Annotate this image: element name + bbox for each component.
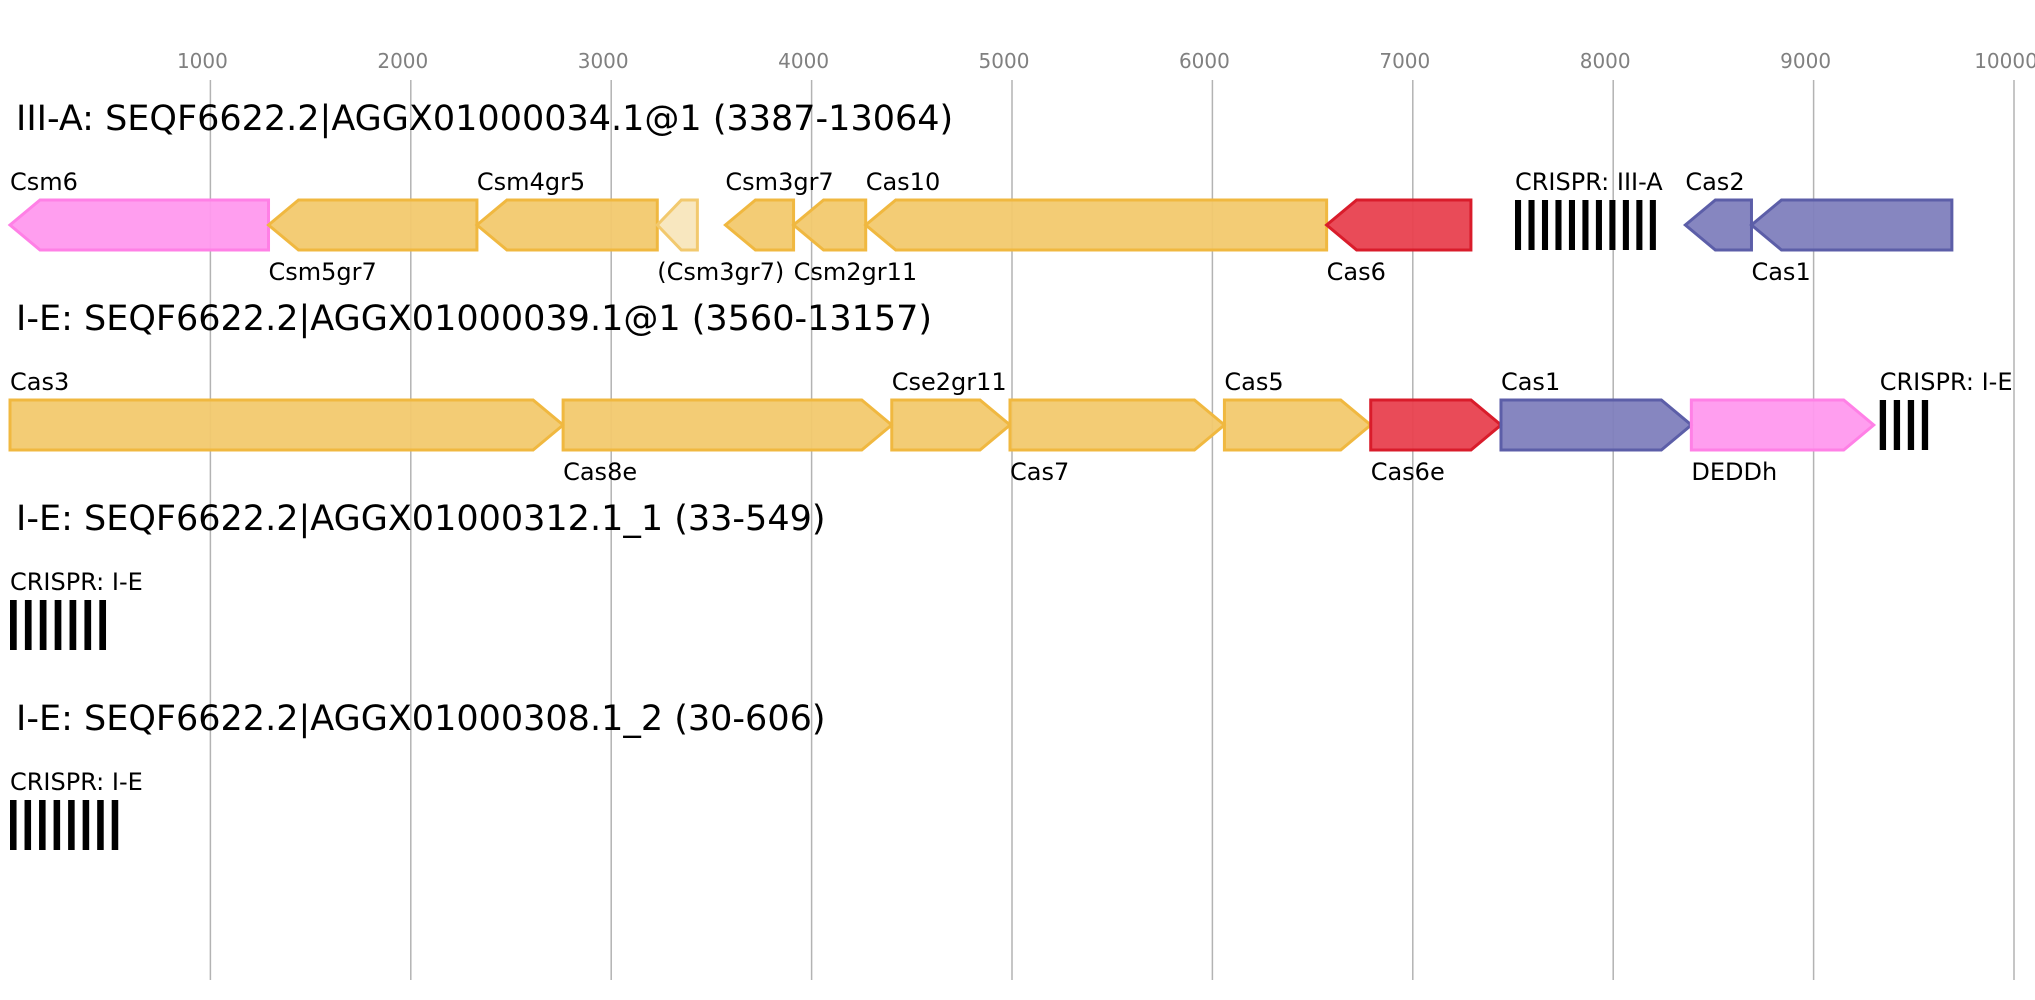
crispr-repeat-bar [24, 600, 32, 650]
gene-label-crispr-i-e: CRISPR: I-E [1880, 368, 2013, 396]
crispr-repeat-bar [39, 800, 46, 850]
gene-arrow-csm4gr5[interactable] [474, 198, 659, 252]
gene-arrow-cas1[interactable] [1499, 398, 1694, 452]
gene-label-csm2gr11: Csm2gr11 [794, 258, 918, 286]
gene-arrow-cas10[interactable] [863, 198, 1329, 252]
gene-label-cas1: Cas1 [1751, 258, 1810, 286]
tick-label-3000: 3000 [578, 49, 629, 73]
locus-track: I-E: SEQF6622.2|AGGX01000039.1@1 (3560-1… [8, 299, 2013, 486]
gene-label-csm4gr5: Csm4gr5 [477, 168, 585, 196]
gene-arrow-csm5gr7[interactable] [266, 198, 479, 252]
tick-label-6000: 6000 [1179, 49, 1230, 73]
tick-label-4000: 4000 [778, 49, 829, 73]
crispr-repeat-bar [1921, 400, 1929, 450]
gene-label-crispr-iii-a: CRISPR: III-A [1515, 168, 1663, 196]
locus-title: I-E: SEQF6622.2|AGGX01000039.1@1 (3560-1… [16, 299, 932, 339]
crispr-repeat-bar [1541, 200, 1549, 250]
gene-arrow-cas8e[interactable] [561, 398, 895, 452]
crispr-repeat-bar [1879, 400, 1887, 450]
crispr-repeat-bar [111, 800, 119, 850]
locus-title: I-E: SEQF6622.2|AGGX01000312.1_1 (33-549… [16, 499, 826, 539]
gene-label-cas7: Cas7 [1010, 458, 1069, 486]
crispr-repeat-bar [1622, 200, 1629, 250]
gene-label-cas2: Cas2 [1685, 168, 1744, 196]
gene-arrow-deddh[interactable] [1689, 398, 1877, 452]
gene-arrow-cas7[interactable] [1008, 398, 1227, 452]
gene-label-cas5: Cas5 [1224, 368, 1283, 396]
crispr-repeat-bar [53, 800, 61, 850]
gene-arrow-cas5[interactable] [1222, 398, 1374, 452]
tick-label-1000: 1000 [177, 49, 228, 73]
locus-track: I-E: SEQF6622.2|AGGX01000308.1_2 (30-606… [10, 699, 826, 850]
gene-label-csm3gr7: Csm3gr7 [725, 168, 833, 196]
crispr-repeat-bar [1636, 200, 1643, 250]
crispr-repeat-bar [99, 600, 107, 650]
crispr-repeat-bar [39, 600, 47, 650]
gene-arrow-cse2gr11[interactable] [890, 398, 1013, 452]
gene-label-csm5gr7: Csm5gr7 [269, 258, 377, 286]
crispr-repeat-bar [1528, 200, 1535, 250]
gene-arrow-cas2[interactable] [1683, 198, 1753, 252]
tick-label-8000: 8000 [1580, 49, 1631, 73]
locus-title: III-A: SEQF6622.2|AGGX01000034.1@1 (3387… [16, 99, 953, 139]
crispr-repeat-bar [97, 800, 104, 850]
gene-label-crispr-i-e: CRISPR: I-E [10, 568, 143, 596]
locus-track: I-E: SEQF6622.2|AGGX01000312.1_1 (33-549… [10, 499, 826, 650]
gene-label-cse2gr11: Cse2gr11 [892, 368, 1007, 396]
locus-track: III-A: SEQF6622.2|AGGX01000034.1@1 (3387… [7, 99, 1954, 286]
gene-arrow-cas3[interactable] [8, 398, 566, 452]
tick-label-10000: 10000 [1974, 49, 2035, 73]
crispr-repeat-bar [1609, 200, 1616, 250]
crispr-repeat-bar [68, 800, 75, 850]
gene-arrow-csm3gr7[interactable] [655, 198, 699, 252]
crispr-repeat-bar [1649, 200, 1656, 250]
loci-tracks: III-A: SEQF6622.2|AGGX01000034.1@1 (3387… [7, 99, 2013, 850]
crispr-repeat-bar [1555, 200, 1562, 250]
crispr-repeat-bar [69, 600, 77, 650]
tick-label-2000: 2000 [377, 49, 428, 73]
tick-label-9000: 9000 [1780, 49, 1831, 73]
crispr-repeat-bar [82, 800, 90, 850]
gene-label-cas6e: Cas6e [1371, 458, 1445, 486]
gene-arrow-csm2gr11[interactable] [791, 198, 868, 252]
crispr-repeat-bar [24, 800, 32, 850]
crispr-repeat-bar [84, 600, 92, 650]
tick-label-7000: 7000 [1379, 49, 1430, 73]
gene-label-cas8e: Cas8e [563, 458, 637, 486]
gene-label-cas1: Cas1 [1501, 368, 1560, 396]
gene-label-cas6: Cas6 [1327, 258, 1386, 286]
crispr-repeat-bar [1582, 200, 1589, 250]
axis-grid: 1000 2000 3000 4000 5000 6000 7000 8000 9000 1000… [177, 49, 2035, 980]
gene-label-cas10: Cas10 [866, 168, 941, 196]
gene-arrow-csm3gr7[interactable] [723, 198, 796, 252]
gene-arrow-cas6e[interactable] [1369, 398, 1504, 452]
crispr-repeat-bar [1907, 400, 1915, 450]
gene-label-csm6: Csm6 [10, 168, 78, 196]
gene-label-cas3: Cas3 [10, 368, 69, 396]
crispr-repeat-bar [10, 800, 17, 850]
crispr-repeat-bar [10, 600, 17, 650]
gene-arrow-csm6[interactable] [7, 198, 271, 252]
tick-label-5000: 5000 [979, 49, 1030, 73]
crispr-repeat-bar [1595, 200, 1602, 250]
crispr-repeat-bar [1568, 200, 1575, 250]
gene-arrow-cas1[interactable] [1749, 198, 1954, 252]
crispr-repeat-bar [1515, 200, 1522, 250]
crispr-repeat-bar [1893, 400, 1901, 450]
gene-label-csm3gr7: (Csm3gr7) [657, 258, 784, 286]
gene-label-crispr-i-e: CRISPR: I-E [10, 768, 143, 796]
gene-label-deddh: DEDDh [1691, 458, 1777, 486]
crispr-repeat-bar [54, 600, 62, 650]
gene-arrow-cas6[interactable] [1324, 198, 1473, 252]
locus-title: I-E: SEQF6622.2|AGGX01000308.1_2 (30-606… [16, 699, 826, 739]
